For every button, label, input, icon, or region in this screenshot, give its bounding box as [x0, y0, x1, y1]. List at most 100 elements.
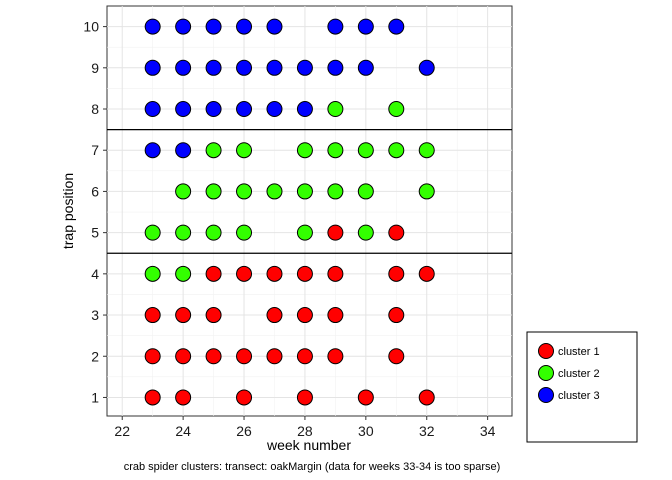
x-tick-label: 24 [175, 423, 191, 439]
point-cluster-1 [327, 224, 344, 241]
y-tick-label: 9 [91, 60, 99, 76]
x-tick-label: 34 [480, 423, 496, 439]
point-cluster-1 [327, 265, 344, 282]
y-tick-label: 3 [91, 307, 99, 323]
point-cluster-2 [388, 142, 405, 159]
point-cluster-2 [266, 183, 283, 200]
point-cluster-3 [266, 59, 283, 76]
y-tick-label: 6 [91, 183, 99, 199]
x-axis-title: week number [266, 437, 351, 453]
point-cluster-1 [205, 307, 222, 324]
point-cluster-1 [236, 348, 253, 365]
y-tick-label: 2 [91, 348, 99, 364]
point-cluster-1 [388, 224, 405, 241]
point-cluster-1 [418, 265, 435, 282]
point-cluster-2 [144, 265, 161, 282]
point-cluster-2 [205, 142, 222, 159]
point-cluster-2 [418, 183, 435, 200]
point-cluster-1 [388, 348, 405, 365]
point-cluster-1 [296, 389, 313, 406]
legend-label-cluster-1: cluster 1 [558, 346, 600, 358]
point-cluster-3 [327, 18, 344, 35]
x-tick-label: 22 [114, 423, 130, 439]
point-cluster-3 [205, 101, 222, 118]
point-cluster-1 [418, 389, 435, 406]
point-cluster-3 [175, 59, 192, 76]
point-cluster-3 [144, 101, 161, 118]
point-cluster-2 [205, 183, 222, 200]
point-cluster-3 [327, 59, 344, 76]
cluster-divider-lines [107, 128, 512, 254]
point-cluster-3 [418, 59, 435, 76]
x-tick-label: 28 [297, 423, 313, 439]
point-cluster-1 [296, 348, 313, 365]
y-tick-label: 7 [91, 142, 99, 158]
x-tick-label: 32 [419, 423, 435, 439]
y-tick-label: 8 [91, 101, 99, 117]
point-cluster-3 [357, 59, 374, 76]
point-cluster-2 [296, 183, 313, 200]
x-tick-label: 30 [358, 423, 374, 439]
point-cluster-2 [388, 101, 405, 118]
legend-items: cluster 1 cluster 2 cluster 3 [538, 343, 600, 403]
point-cluster-2 [357, 142, 374, 159]
point-cluster-3 [175, 18, 192, 35]
point-cluster-2 [327, 183, 344, 200]
point-cluster-3 [175, 101, 192, 118]
point-cluster-1 [175, 348, 192, 365]
point-cluster-1 [327, 348, 344, 365]
data-points [144, 18, 435, 406]
point-cluster-2 [205, 224, 222, 241]
point-cluster-1 [388, 307, 405, 324]
point-cluster-3 [296, 59, 313, 76]
point-cluster-2 [236, 183, 253, 200]
x-tick-label: 26 [236, 423, 252, 439]
point-cluster-2 [418, 142, 435, 159]
legend-swatch-cluster-1 [538, 343, 554, 359]
point-cluster-1 [205, 348, 222, 365]
point-cluster-1 [144, 307, 161, 324]
point-cluster-1 [236, 389, 253, 406]
point-cluster-1 [144, 389, 161, 406]
point-cluster-2 [175, 224, 192, 241]
point-cluster-2 [175, 265, 192, 282]
point-cluster-3 [296, 101, 313, 118]
point-cluster-3 [357, 18, 374, 35]
point-cluster-2 [175, 183, 192, 200]
y-tick-label: 10 [83, 19, 99, 35]
y-axis-title: trap position [60, 173, 76, 249]
y-tick-label: 5 [91, 225, 99, 241]
point-cluster-1 [266, 307, 283, 324]
legend-label-cluster-2: cluster 2 [558, 368, 600, 380]
point-cluster-2 [144, 224, 161, 241]
y-tick-label: 1 [91, 389, 99, 405]
point-cluster-1 [144, 348, 161, 365]
y-tick-label: 4 [91, 266, 99, 282]
point-cluster-1 [327, 307, 344, 324]
point-cluster-2 [236, 224, 253, 241]
legend: cluster 1 cluster 2 cluster 3 [526, 331, 638, 443]
point-cluster-3 [266, 18, 283, 35]
point-cluster-1 [296, 265, 313, 282]
y-axis-ticks: 1 2 3 4 5 6 7 8 9 10 [83, 19, 107, 405]
point-cluster-1 [357, 389, 374, 406]
point-cluster-1 [205, 265, 222, 282]
x-axis-ticks: 22 24 26 28 30 32 34 [114, 416, 496, 439]
point-cluster-3 [144, 142, 161, 159]
point-cluster-1 [236, 265, 253, 282]
chart-caption: crab spider clusters: transect: oakMargi… [124, 461, 501, 473]
point-cluster-1 [388, 265, 405, 282]
point-cluster-2 [296, 142, 313, 159]
legend-label-cluster-3: cluster 3 [558, 390, 600, 402]
point-cluster-2 [236, 142, 253, 159]
point-cluster-1 [266, 265, 283, 282]
point-cluster-1 [175, 307, 192, 324]
legend-swatch-cluster-2 [538, 365, 554, 381]
point-cluster-3 [266, 101, 283, 118]
point-cluster-2 [296, 224, 313, 241]
point-cluster-2 [357, 224, 374, 241]
legend-swatch-cluster-3 [538, 387, 554, 403]
point-cluster-2 [357, 183, 374, 200]
point-cluster-3 [144, 59, 161, 76]
